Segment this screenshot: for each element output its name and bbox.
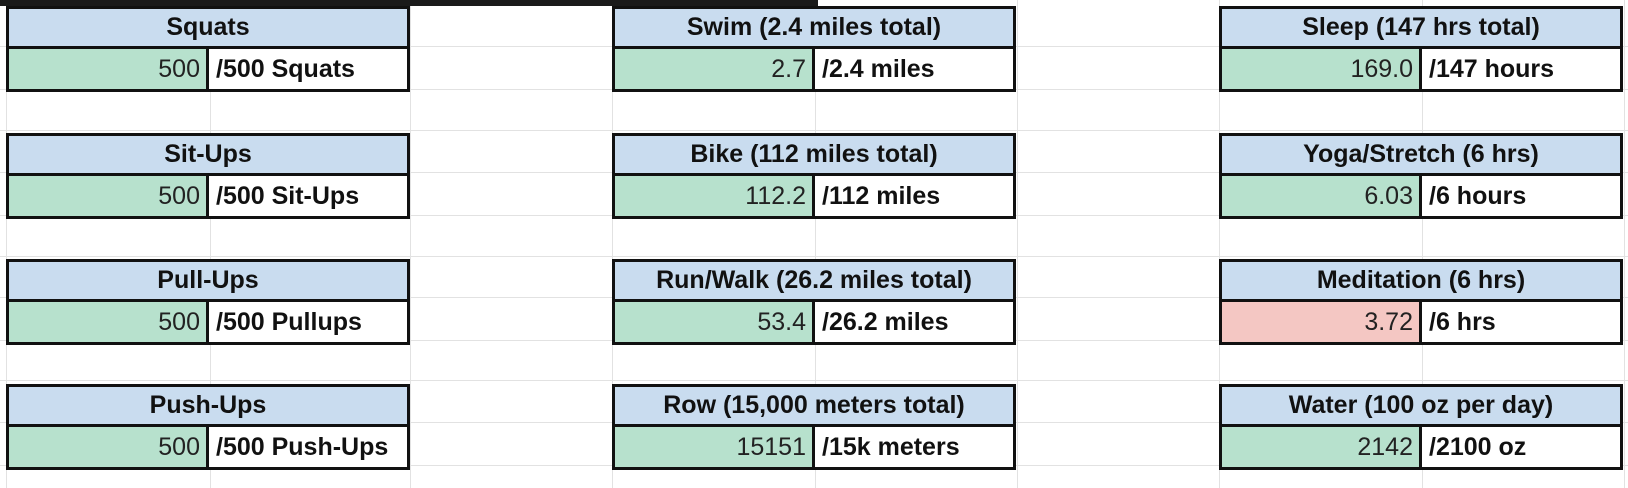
card-title[interactable]: Pull-Ups <box>9 262 407 302</box>
card-title[interactable]: Run/Walk (26.2 miles total) <box>615 262 1013 302</box>
card-title[interactable]: Push-Ups <box>9 387 407 427</box>
card-title[interactable]: Squats <box>9 9 407 49</box>
pullups-card: Pull-Ups 500 /500 Pullups <box>6 259 410 345</box>
card-value[interactable]: 500 <box>9 302 209 342</box>
card-goal[interactable]: /6 hrs <box>1429 307 1496 336</box>
card-value[interactable]: 112.2 <box>615 176 815 216</box>
pushups-card: Push-Ups 500 /500 Push-Ups <box>6 384 410 470</box>
card-goal[interactable]: /2.4 miles <box>822 54 935 83</box>
card-value[interactable]: 500 <box>9 176 209 216</box>
card-value[interactable]: 6.03 <box>1222 176 1422 216</box>
meditation-card: Meditation (6 hrs) 3.72 /6 hrs <box>1219 259 1623 345</box>
card-title[interactable]: Bike (112 miles total) <box>615 136 1013 176</box>
card-goal[interactable]: /500 Sit-Ups <box>216 181 360 210</box>
bike-card: Bike (112 miles total) 112.2 /112 miles <box>612 133 1016 219</box>
card-goal[interactable]: /147 hours <box>1429 54 1555 83</box>
sleep-card: Sleep (147 hrs total) 169.0 /147 hours <box>1219 6 1623 92</box>
card-title[interactable]: Swim (2.4 miles total) <box>615 9 1013 49</box>
card-goal[interactable]: /500 Push-Ups <box>216 432 389 461</box>
swim-card: Swim (2.4 miles total) 2.7 /2.4 miles <box>612 6 1016 92</box>
card-goal[interactable]: /112 miles <box>822 181 941 210</box>
card-title[interactable]: Sleep (147 hrs total) <box>1222 9 1620 49</box>
card-title[interactable]: Row (15,000 meters total) <box>615 387 1013 427</box>
selection-border <box>0 0 818 6</box>
card-value[interactable]: 2142 <box>1222 427 1422 467</box>
card-title[interactable]: Meditation (6 hrs) <box>1222 262 1620 302</box>
card-value[interactable]: 3.72 <box>1222 302 1422 342</box>
card-goal[interactable]: /500 Pullups <box>216 307 362 336</box>
card-goal[interactable]: /26.2 miles <box>822 307 949 336</box>
run-walk-card: Run/Walk (26.2 miles total) 53.4 /26.2 m… <box>612 259 1016 345</box>
card-value[interactable]: 500 <box>9 49 209 89</box>
row-card: Row (15,000 meters total) 15151 /15k met… <box>612 384 1016 470</box>
card-title[interactable]: Sit-Ups <box>9 136 407 176</box>
situps-card: Sit-Ups 500 /500 Sit-Ups <box>6 133 410 219</box>
card-value[interactable]: 2.7 <box>615 49 815 89</box>
card-value[interactable]: 53.4 <box>615 302 815 342</box>
card-title[interactable]: Yoga/Stretch (6 hrs) <box>1222 136 1620 176</box>
card-goal[interactable]: /6 hours <box>1429 181 1527 210</box>
card-title[interactable]: Water (100 oz per day) <box>1222 387 1620 427</box>
yoga-stretch-card: Yoga/Stretch (6 hrs) 6.03 /6 hours <box>1219 133 1623 219</box>
card-goal[interactable]: /2100 oz <box>1429 432 1527 461</box>
card-goal[interactable]: /500 Squats <box>216 54 355 83</box>
card-value[interactable]: 500 <box>9 427 209 467</box>
card-goal[interactable]: /15k meters <box>822 432 960 461</box>
water-card: Water (100 oz per day) 2142 /2100 oz <box>1219 384 1623 470</box>
card-value[interactable]: 15151 <box>615 427 815 467</box>
squats-card: Squats 500 /500 Squats <box>6 6 410 92</box>
card-value[interactable]: 169.0 <box>1222 49 1422 89</box>
